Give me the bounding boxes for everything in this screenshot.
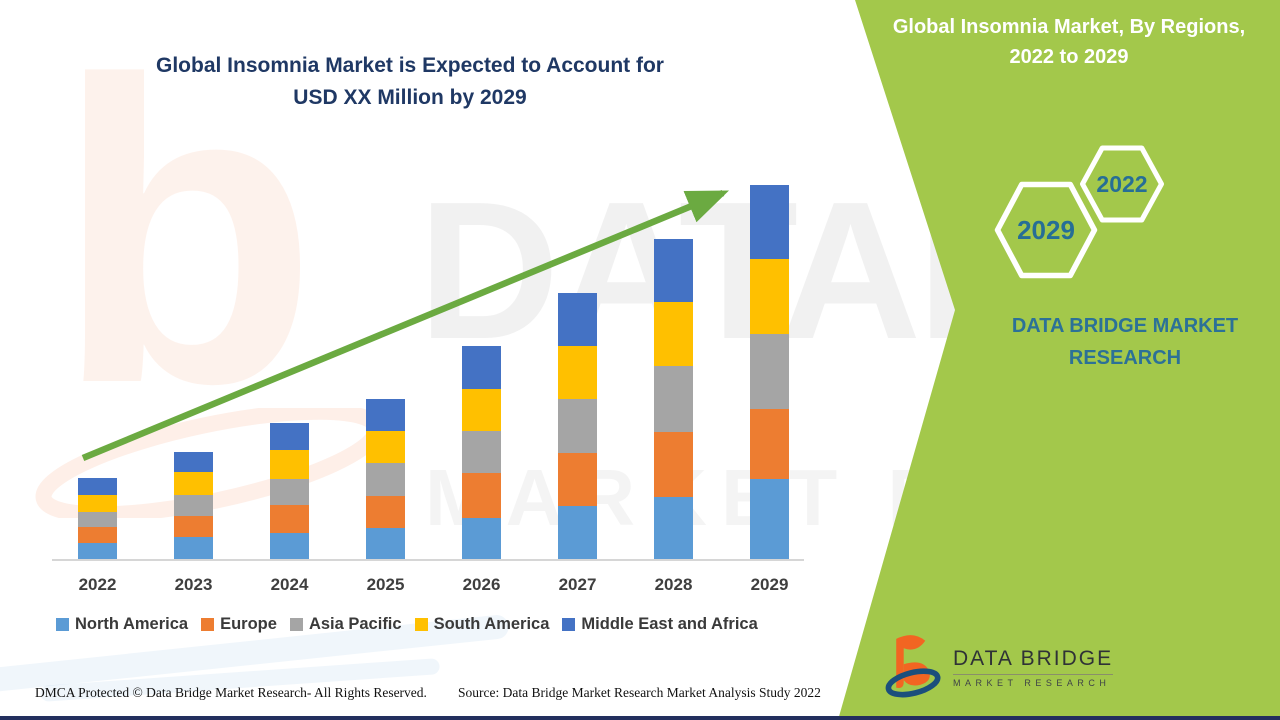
bar-segment-2025-asia-pacific (366, 463, 405, 496)
bar-segment-2022-north-america (78, 543, 117, 559)
legend-label: Asia Pacific (308, 615, 402, 633)
x-axis-label-2028: 2028 (654, 575, 693, 594)
bar-segment-2022-europe (78, 527, 117, 543)
bar-segment-2026-europe (462, 473, 501, 518)
panel-title: Global Insomnia Market, By Regions, 2022… (892, 16, 1246, 68)
bar-segment-2025-europe (366, 496, 405, 528)
bar-segment-2028-north-america (654, 497, 693, 559)
bottom-border-line (0, 716, 1280, 720)
logo-title: DATA BRIDGE (953, 646, 1114, 670)
bar-segment-2029-south-america (750, 259, 789, 334)
legend-label: Middle East and Africa (581, 615, 758, 633)
logo-subtitle: MARKET RESEARCH (953, 677, 1111, 688)
legend-swatch-icon (562, 618, 576, 631)
bar-segment-2022-middle-east-and-africa (78, 478, 117, 495)
bar-segment-2025-south-america (366, 431, 405, 463)
brand-name-text: DATA BRIDGE MARKET RESEARCH (1011, 315, 1239, 369)
legend-item-europe: Europe (201, 615, 277, 634)
legend-item-south-america: South America (414, 615, 550, 634)
x-axis-label-2027: 2027 (558, 575, 597, 594)
bar-segment-2027-europe (558, 453, 597, 506)
bar-segment-2027-north-america (558, 506, 597, 559)
chart-legend: North America Europe Asia Pacific South Ame… (56, 615, 758, 634)
bar-segment-2028-asia-pacific (654, 366, 693, 432)
year-hexagons: 2022 2029 (994, 145, 1164, 279)
legend-label: South America (433, 615, 550, 633)
hexagon-2029-icon (994, 181, 1098, 279)
chart-title-line1: Global Insomnia Market is Expected to Ac… (156, 54, 664, 77)
hexagon-2029-label: 2029 (1017, 215, 1075, 245)
legend-swatch-icon (289, 618, 303, 631)
bar-segment-2028-europe (654, 432, 693, 497)
bar-segment-2028-south-america (654, 302, 693, 366)
logo-b-icon (885, 635, 941, 698)
bar-segment-2025-north-america (366, 528, 405, 559)
legend-label: North America (75, 615, 189, 633)
bar-segment-2029-asia-pacific (750, 334, 789, 409)
legend-label: Europe (220, 615, 277, 633)
bar-segment-2029-north-america (750, 479, 789, 559)
bar-segment-2025-middle-east-and-africa (366, 399, 405, 431)
bar-segment-2024-middle-east-and-africa (270, 423, 309, 450)
legend-item-middle-east-and-africa: Middle East and Africa (562, 615, 758, 634)
bar-segment-2029-europe (750, 409, 789, 479)
legend-swatch-icon (201, 618, 215, 631)
bar-segment-2028-middle-east-and-africa (654, 239, 693, 302)
bar-segment-2024-europe (270, 505, 309, 533)
legend-item-north-america: North America (56, 615, 188, 634)
x-axis-label-2023: 2023 (174, 575, 213, 594)
bar-segment-2026-asia-pacific (462, 431, 501, 473)
bar-segment-2026-north-america (462, 518, 501, 559)
hexagon-2022-label: 2022 (1096, 171, 1147, 197)
chart-title: Global Insomnia Market is Expected to Ac… (60, 50, 760, 114)
bar-segment-2024-asia-pacific (270, 479, 309, 505)
bar-segment-2023-middle-east-and-africa (174, 452, 213, 472)
x-axis-label-2024: 2024 (270, 575, 309, 594)
bar-segment-2022-south-america (78, 495, 117, 512)
chart-title-line2: USD XX Million by 2029 (293, 86, 527, 109)
dmca-notice: DMCA Protected © Data Bridge Market Rese… (35, 685, 427, 700)
x-axis-label-2022: 2022 (78, 575, 117, 594)
x-axis-line (52, 559, 804, 561)
bar-segment-2023-north-america (174, 537, 213, 559)
bar-segment-2029-middle-east-and-africa (750, 185, 789, 259)
x-axis-label-2025: 2025 (366, 575, 405, 594)
source-note: Source: Data Bridge Market Research Mark… (458, 685, 821, 700)
bar-segment-2022-asia-pacific (78, 512, 117, 527)
bar-segment-2027-south-america (558, 346, 597, 399)
logo-text-block: DATA BRIDGE MARKET RESEARCH (953, 646, 1114, 688)
bar-segment-2023-europe (174, 516, 213, 537)
bar-segment-2023-south-america (174, 472, 213, 495)
legend-swatch-icon (414, 618, 428, 631)
logo-divider (953, 673, 1114, 675)
bar-segment-2026-south-america (462, 389, 501, 431)
bar-segment-2024-north-america (270, 533, 309, 559)
bar-segment-2026-middle-east-and-africa (462, 346, 501, 389)
x-axis-label-2029: 2029 (750, 575, 789, 594)
company-logo: DATA BRIDGE MARKET RESEARCH (885, 632, 1114, 702)
bar-segment-2027-middle-east-and-africa (558, 293, 597, 346)
bar-segment-2024-south-america (270, 450, 309, 479)
bar-segment-2027-asia-pacific (558, 399, 597, 453)
legend-swatch-icon (56, 618, 69, 631)
legend-item-asia-pacific: Asia Pacific (289, 615, 402, 634)
x-axis-label-2026: 2026 (462, 575, 501, 594)
bar-segment-2023-asia-pacific (174, 495, 213, 516)
hexagon-2022-icon (1080, 145, 1164, 223)
